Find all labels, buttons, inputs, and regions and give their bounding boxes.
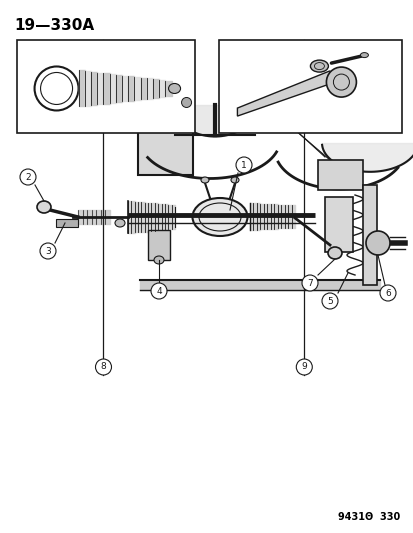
- Circle shape: [20, 169, 36, 185]
- Text: 2: 2: [25, 173, 31, 182]
- Bar: [219, 40, 401, 133]
- Bar: [147, 230, 170, 260]
- Polygon shape: [237, 71, 339, 116]
- Circle shape: [181, 98, 191, 108]
- Circle shape: [365, 231, 389, 255]
- Circle shape: [40, 243, 56, 259]
- Ellipse shape: [192, 198, 247, 236]
- Ellipse shape: [168, 84, 180, 93]
- Bar: [324, 197, 352, 252]
- Circle shape: [151, 283, 166, 299]
- Ellipse shape: [360, 53, 368, 58]
- Ellipse shape: [115, 219, 125, 227]
- Bar: [56, 219, 78, 227]
- Ellipse shape: [37, 201, 51, 213]
- Text: 8: 8: [100, 362, 106, 372]
- Circle shape: [325, 67, 356, 97]
- Ellipse shape: [230, 177, 238, 183]
- Text: 6: 6: [384, 288, 390, 297]
- Text: 19—330A: 19—330A: [14, 18, 94, 33]
- Text: 9: 9: [301, 362, 306, 372]
- Bar: [362, 185, 376, 285]
- Text: 3: 3: [45, 246, 51, 255]
- Ellipse shape: [154, 256, 164, 264]
- Bar: [317, 160, 362, 190]
- Circle shape: [296, 359, 311, 375]
- Circle shape: [379, 285, 395, 301]
- Text: 5: 5: [326, 296, 332, 305]
- Circle shape: [321, 293, 337, 309]
- Bar: [17, 40, 194, 133]
- Ellipse shape: [310, 60, 328, 72]
- Text: 4: 4: [156, 287, 161, 295]
- Text: 7: 7: [306, 279, 312, 287]
- Circle shape: [301, 275, 317, 291]
- Text: 1: 1: [240, 160, 246, 169]
- Text: 9431Θ  330: 9431Θ 330: [337, 512, 399, 522]
- Ellipse shape: [327, 247, 341, 259]
- Circle shape: [235, 157, 252, 173]
- Ellipse shape: [201, 177, 209, 183]
- Bar: [138, 130, 192, 175]
- Circle shape: [95, 359, 111, 375]
